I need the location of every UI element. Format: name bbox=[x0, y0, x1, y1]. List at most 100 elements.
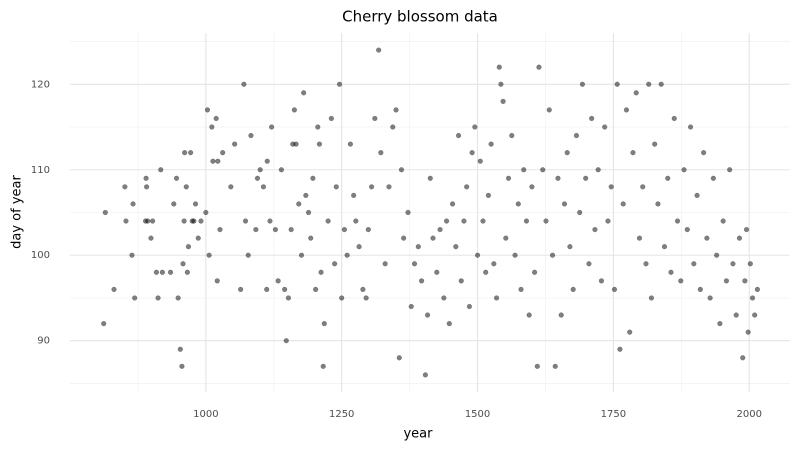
point bbox=[529, 184, 535, 190]
point bbox=[203, 209, 209, 216]
point bbox=[543, 218, 549, 224]
point bbox=[509, 132, 515, 139]
point bbox=[443, 218, 450, 224]
point bbox=[469, 150, 475, 156]
point bbox=[518, 286, 524, 293]
point bbox=[411, 261, 418, 267]
point bbox=[363, 295, 369, 301]
point bbox=[296, 201, 302, 207]
point bbox=[549, 252, 556, 258]
y-tick-label: 110 bbox=[31, 165, 50, 176]
point bbox=[583, 175, 589, 181]
point bbox=[570, 286, 576, 293]
point bbox=[400, 235, 407, 241]
point bbox=[710, 175, 717, 181]
point bbox=[254, 175, 261, 181]
point bbox=[627, 329, 633, 335]
point bbox=[531, 269, 538, 275]
point bbox=[195, 235, 201, 241]
point bbox=[301, 90, 307, 96]
point bbox=[437, 226, 443, 233]
point bbox=[148, 235, 154, 241]
point bbox=[365, 226, 371, 233]
point bbox=[558, 312, 564, 318]
point bbox=[745, 329, 751, 335]
point bbox=[733, 312, 739, 318]
point bbox=[523, 218, 530, 224]
point bbox=[630, 150, 636, 156]
point bbox=[665, 175, 671, 181]
point bbox=[633, 90, 639, 96]
point bbox=[293, 141, 299, 147]
point bbox=[185, 244, 192, 250]
point bbox=[149, 218, 156, 224]
point bbox=[717, 320, 723, 327]
point bbox=[461, 218, 467, 224]
point bbox=[209, 124, 215, 130]
point bbox=[155, 295, 161, 301]
point bbox=[398, 167, 405, 173]
point bbox=[704, 235, 710, 241]
point bbox=[204, 107, 211, 113]
point bbox=[430, 235, 436, 241]
point bbox=[231, 141, 238, 147]
point bbox=[210, 158, 216, 164]
point bbox=[214, 278, 220, 284]
point bbox=[684, 226, 690, 233]
point bbox=[752, 312, 758, 318]
chart-title: Cherry blossom data bbox=[342, 8, 498, 26]
point bbox=[643, 261, 649, 267]
point bbox=[213, 115, 219, 122]
point bbox=[640, 184, 646, 190]
point bbox=[441, 295, 447, 301]
point bbox=[652, 141, 658, 147]
y-tick-label: 100 bbox=[31, 250, 50, 261]
point bbox=[742, 278, 748, 284]
point bbox=[268, 124, 275, 130]
point bbox=[434, 269, 440, 275]
point bbox=[668, 269, 674, 275]
point bbox=[466, 303, 473, 310]
point bbox=[540, 167, 546, 173]
point bbox=[344, 252, 350, 258]
point bbox=[333, 184, 339, 190]
point bbox=[617, 346, 623, 352]
point bbox=[339, 295, 345, 301]
point bbox=[573, 132, 580, 139]
point bbox=[611, 286, 618, 293]
point bbox=[472, 124, 478, 130]
point bbox=[655, 201, 661, 207]
point bbox=[700, 150, 707, 156]
point bbox=[474, 252, 481, 258]
point bbox=[129, 252, 135, 258]
point bbox=[485, 192, 492, 199]
point bbox=[308, 235, 314, 241]
point bbox=[356, 244, 362, 250]
point bbox=[315, 124, 321, 130]
point bbox=[257, 167, 263, 173]
point bbox=[564, 150, 570, 156]
point bbox=[623, 107, 630, 113]
point bbox=[198, 218, 204, 224]
point bbox=[336, 81, 343, 87]
point bbox=[743, 226, 750, 233]
point bbox=[505, 175, 512, 181]
point bbox=[351, 192, 357, 199]
point bbox=[111, 286, 117, 293]
point bbox=[648, 295, 655, 301]
point bbox=[449, 201, 456, 207]
y-tick-label: 120 bbox=[31, 79, 50, 90]
point bbox=[320, 363, 326, 370]
point bbox=[458, 278, 464, 284]
point bbox=[694, 192, 700, 199]
point bbox=[687, 124, 694, 130]
point bbox=[483, 269, 489, 275]
point bbox=[321, 320, 327, 327]
point bbox=[614, 81, 620, 87]
point bbox=[480, 218, 486, 224]
point bbox=[378, 150, 384, 156]
point bbox=[408, 303, 414, 310]
point bbox=[415, 244, 421, 250]
point bbox=[418, 278, 425, 284]
point bbox=[132, 295, 138, 301]
